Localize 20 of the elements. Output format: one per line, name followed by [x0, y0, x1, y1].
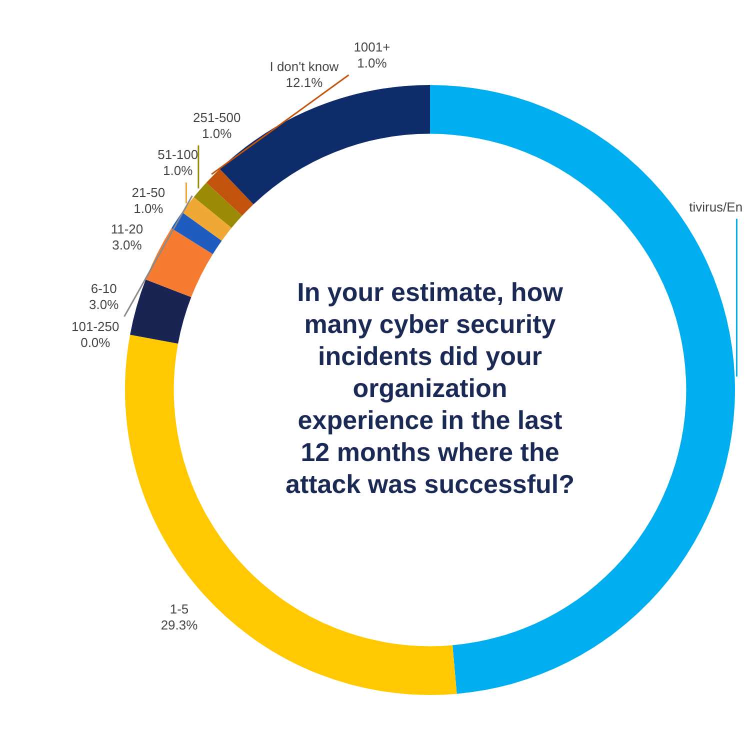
data-label: 3.0%	[112, 238, 142, 253]
slice-label: tivirus/En	[689, 199, 743, 214]
data-label: 1.0%	[202, 126, 232, 141]
slice-label: I don't know	[270, 58, 340, 74]
data-label: 1.0%	[163, 163, 194, 178]
data-label: 1.0%	[357, 56, 388, 71]
category-label: 101-250	[72, 319, 120, 334]
data-label: 12.1%	[286, 74, 324, 90]
slice-label: 1001+	[354, 40, 390, 55]
data-label: 1.0%	[134, 200, 164, 216]
text: In your estimate, how many cyber security incidents did your organization experience in the last 12 months where the attack was successful?	[285, 277, 575, 500]
slice-label: 11-20	[110, 222, 144, 237]
slice-label: 6-10	[90, 281, 117, 296]
slice-label: 21-50	[132, 184, 166, 200]
slice-label: 51-100	[158, 147, 198, 162]
data-label: 3.0%	[89, 297, 120, 312]
text: 0.0%	[80, 335, 110, 350]
slice-label: 1-5	[170, 602, 189, 617]
slice-label: 251-500	[192, 110, 241, 125]
data-label: 29.3%	[160, 618, 198, 633]
